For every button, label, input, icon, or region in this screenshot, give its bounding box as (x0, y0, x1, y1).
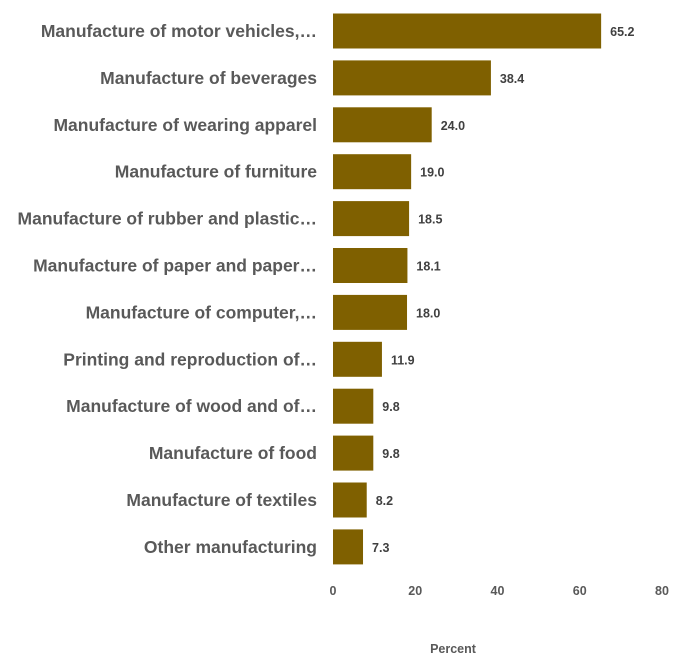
category-label: Manufacture of wearing apparel (53, 115, 317, 135)
value-label: 38.4 (500, 72, 524, 86)
x-axis-ticks: 0 20 40 60 80 (330, 584, 669, 598)
value-label: 18.0 (416, 306, 440, 320)
value-label: 19.0 (420, 166, 444, 180)
bar (333, 388, 374, 424)
category-labels: Manufacture of motor vehicles,… Manufactu… (18, 21, 318, 557)
x-axis-title: Percent (430, 642, 477, 656)
value-label: 7.3 (372, 541, 389, 555)
bar (333, 154, 412, 190)
category-label: Printing and reproduction of… (63, 349, 317, 369)
bar (333, 435, 374, 471)
category-label: Manufacture of rubber and plastic… (18, 209, 317, 229)
bar (333, 529, 364, 565)
bar (333, 60, 491, 96)
bar (333, 13, 602, 49)
value-label: 24.0 (441, 119, 465, 133)
value-label: 65.2 (610, 25, 634, 39)
value-label: 9.8 (382, 447, 399, 461)
category-label: Manufacture of food (149, 443, 317, 463)
x-tick-label: 20 (408, 584, 422, 598)
category-label: Manufacture of furniture (115, 162, 317, 182)
category-label: Manufacture of beverages (100, 68, 317, 88)
value-label: 18.5 (418, 213, 442, 227)
value-label: 9.8 (382, 400, 399, 414)
category-label: Other manufacturing (144, 537, 317, 557)
bar (333, 107, 432, 143)
x-tick-label: 60 (573, 584, 587, 598)
category-label: Manufacture of wood and of… (66, 396, 317, 416)
bar (333, 341, 382, 377)
x-tick-label: 0 (330, 584, 337, 598)
x-tick-label: 40 (491, 584, 505, 598)
category-label: Manufacture of paper and paper… (33, 256, 317, 276)
bar (333, 248, 408, 283)
category-label: Manufacture of motor vehicles,… (41, 21, 317, 41)
bar (333, 201, 410, 237)
bar (333, 294, 408, 330)
bar (333, 482, 367, 518)
bars-group (333, 13, 602, 565)
category-label: Manufacture of textiles (126, 490, 317, 510)
x-tick-label: 80 (655, 584, 669, 598)
category-label: Manufacture of computer,… (86, 302, 317, 322)
value-label: 18.1 (416, 260, 440, 274)
value-labels: 65.2 38.4 24.0 19.0 18.5 18.1 18.0 11.9 9.8 9.8 8.… (372, 25, 634, 555)
value-label: 11.9 (391, 353, 415, 367)
value-label: 8.2 (376, 494, 393, 508)
